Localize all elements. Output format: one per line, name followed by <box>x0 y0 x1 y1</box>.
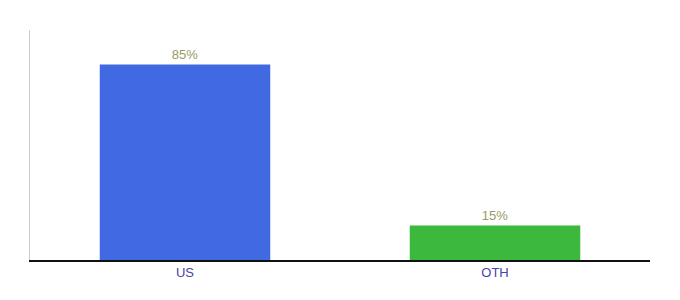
svg-text:OTH: OTH <box>481 265 508 280</box>
svg-text:US: US <box>176 265 194 280</box>
svg-text:85%: 85% <box>172 47 198 62</box>
svg-text:15%: 15% <box>482 208 508 223</box>
